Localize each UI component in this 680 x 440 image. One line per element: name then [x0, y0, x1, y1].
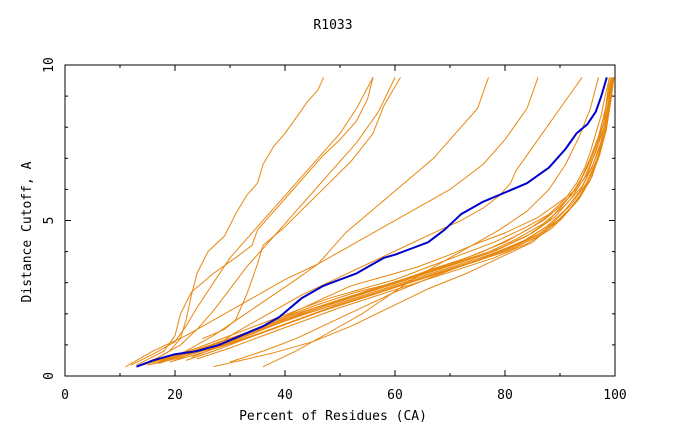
x-tick-label: 80: [497, 388, 513, 403]
x-tick-label: 40: [277, 388, 293, 403]
y-tick-label: 10: [42, 57, 57, 73]
x-tick-label: 100: [603, 388, 626, 403]
x-tick-label: 0: [61, 388, 69, 403]
series-line-18: [136, 77, 374, 366]
series-line-21: [125, 77, 539, 368]
series-line-14: [229, 77, 613, 363]
series-line-19: [202, 77, 401, 340]
series-line-23: [262, 77, 599, 368]
chart-title: R1033: [313, 18, 352, 33]
y-axis-label: Distance Cutoff, A: [20, 161, 35, 302]
highlight-layer: [136, 77, 608, 368]
series-line-11: [213, 77, 614, 368]
series-line-17: [147, 77, 324, 365]
highlight-series-line: [136, 77, 608, 368]
series-line-5: [163, 77, 614, 361]
series-line-2: [147, 77, 610, 365]
series-line-15: [136, 77, 396, 368]
x-axis-label: Percent of Residues (CA): [239, 409, 427, 424]
x-axis-ticks: 0 20 40 60 80 100: [61, 65, 627, 403]
series-line-16: [130, 77, 374, 366]
x-tick-label: 60: [387, 388, 403, 403]
series-line-22: [207, 77, 583, 352]
series-line-20: [158, 77, 489, 363]
y-tick-label: 0: [42, 372, 57, 380]
y-axis-ticks: 0 5 10: [42, 57, 615, 380]
y-tick-label: 5: [42, 217, 57, 225]
x-tick-label: 20: [167, 388, 183, 403]
